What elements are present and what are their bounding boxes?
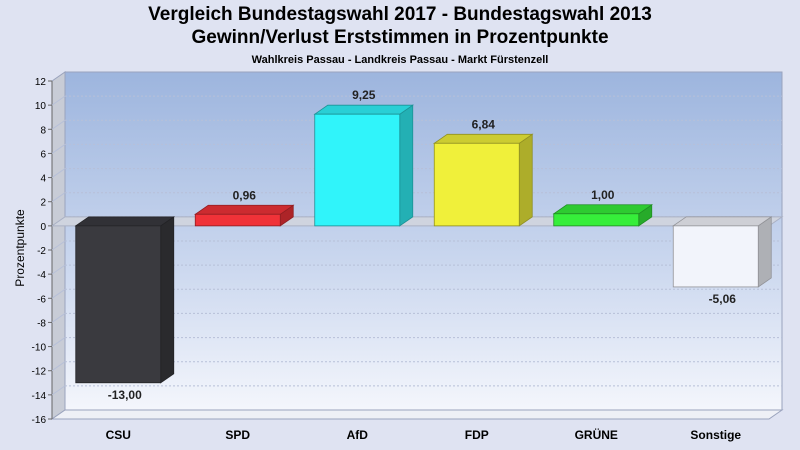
value-label: 9,25 <box>352 88 376 102</box>
bar-top <box>74 216 176 227</box>
y-tick-label: -16 <box>32 415 47 426</box>
y-tick-label: -10 <box>32 343 47 354</box>
chart-title: Vergleich Bundestagswahl 2017 - Bundesta… <box>148 4 652 25</box>
bar-front <box>314 113 401 227</box>
bar-side <box>160 216 175 384</box>
chart-subtitle: Gewinn/Verlust Erststimmen in Prozentpun… <box>191 27 609 48</box>
gridline-side <box>51 95 66 106</box>
y-tick-label: -6 <box>37 294 46 305</box>
y-tick-label: -4 <box>37 270 46 281</box>
y-axis-label: Prozentpunkte <box>13 209 27 287</box>
category-label: CSU <box>106 428 131 442</box>
y-tick-label: -8 <box>37 318 46 329</box>
y-tick-label: -12 <box>32 367 47 378</box>
bar-top <box>193 204 295 215</box>
y-tick-label: 12 <box>35 77 47 88</box>
bar-top <box>671 216 773 227</box>
chart-caption: Wahlkreis Passau - Landkreis Passau - Ma… <box>251 54 549 66</box>
gridline-side <box>51 264 66 275</box>
gridline-side <box>51 313 66 323</box>
category-label: FDP <box>465 428 489 442</box>
bar-top <box>552 204 654 215</box>
y-tick-label: 4 <box>40 174 46 185</box>
value-label: -13,00 <box>108 388 142 402</box>
gridline-side <box>51 337 66 347</box>
bar-front <box>194 213 281 227</box>
plot-floor <box>50 409 784 420</box>
gridline-side <box>51 240 66 251</box>
category-label: SPD <box>225 428 250 442</box>
gridline-side <box>51 288 66 299</box>
bar-spd <box>193 204 295 227</box>
category-label: AfD <box>347 428 369 442</box>
category-label: Sonstige <box>690 428 741 442</box>
bar-side <box>399 104 414 227</box>
value-label: -5,06 <box>709 292 737 306</box>
bar-fdp <box>432 133 534 227</box>
gridline-side <box>51 119 66 130</box>
y-tick-label: -2 <box>37 246 46 257</box>
bar-front <box>433 142 520 227</box>
gridline-side <box>51 168 66 178</box>
gridline-side <box>51 385 66 396</box>
bar-sonstige <box>671 216 773 288</box>
bar-top <box>432 133 534 144</box>
gridline-side <box>51 144 66 154</box>
bar-side <box>757 216 772 288</box>
y-tick-label: 8 <box>40 125 46 136</box>
bar-csu <box>74 216 176 384</box>
value-label: 1,00 <box>591 188 615 202</box>
gridline-side <box>51 361 66 372</box>
y-tick-label: 6 <box>40 149 46 160</box>
bar-afd <box>313 104 415 227</box>
bar-front <box>553 213 640 227</box>
value-label: 0,96 <box>233 188 257 202</box>
bar-side <box>518 133 533 227</box>
bar-top <box>313 104 415 115</box>
value-label: 6,84 <box>472 117 496 131</box>
category-label: GRÜNE <box>575 427 618 442</box>
y-tick-label: 2 <box>40 198 46 209</box>
y-tick-label: 0 <box>40 222 46 233</box>
bar-front <box>672 225 759 288</box>
y-tick-label: 10 <box>35 101 47 112</box>
bar-grüne <box>552 204 654 227</box>
y-tick-label: -14 <box>32 391 47 402</box>
bar-front <box>75 225 162 384</box>
gridline-side <box>51 192 66 203</box>
